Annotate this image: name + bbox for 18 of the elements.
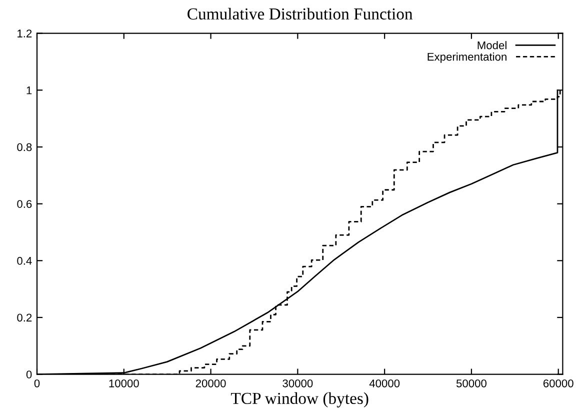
legend-label: Experimentation — [428, 52, 506, 63]
y-tick-label: 0.6 — [17, 200, 32, 208]
x-tick-label: 60000 — [543, 379, 574, 388]
x-tick-label: 30000 — [282, 379, 313, 388]
legend-label: Model — [478, 41, 506, 50]
y-tick-label: 0.8 — [17, 143, 32, 152]
y-tick-label: 1.2 — [18, 30, 32, 38]
y-tick-label: 0.2 — [17, 314, 32, 322]
y-tick-label: 0 — [26, 370, 32, 378]
x-axis-title: TCP window (bytes) — [231, 392, 368, 408]
x-tick-label: 50000 — [456, 379, 486, 388]
x-tick-label: 10000 — [109, 379, 139, 388]
chart-title: Cumulative Distribution Function — [188, 8, 413, 20]
x-tick-label: 20000 — [196, 379, 226, 388]
y-tick-label: 1 — [26, 86, 32, 94]
x-tick-label: 40000 — [369, 379, 400, 388]
y-tick-label: 0.4 — [17, 256, 32, 265]
x-tick-label: 0 — [34, 379, 40, 388]
